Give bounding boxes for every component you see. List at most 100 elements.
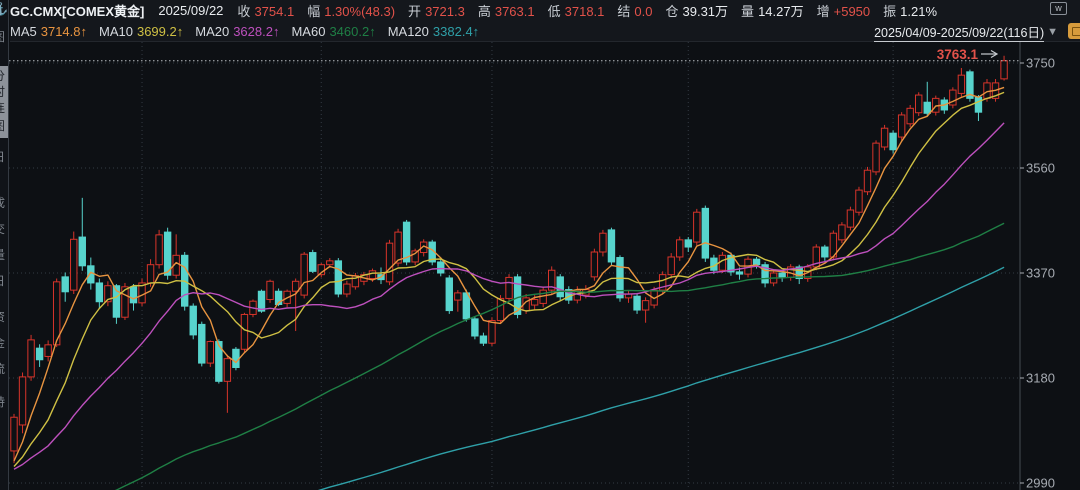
sidebar-tool-glyph[interactable]: 成 (0, 196, 8, 210)
candle (761, 261, 769, 288)
candle (906, 105, 914, 128)
candle (923, 81, 931, 117)
ma-name: MA60 (291, 23, 326, 39)
candle (505, 274, 513, 302)
svg-text:3763.1: 3763.1 (937, 47, 979, 62)
candle (70, 231, 78, 294)
field-value: 3718.1 (564, 4, 605, 19)
sidebar-tool-glyph[interactable]: 图 (0, 119, 8, 133)
candle (462, 289, 471, 322)
sidebar-tool-glyph[interactable]: ⚓ (0, 2, 8, 16)
candle (215, 339, 223, 384)
candle (855, 186, 863, 216)
y-axis-label: 2990 (1026, 476, 1055, 490)
field-label: 量 (741, 4, 755, 19)
candle (599, 229, 607, 257)
candle (658, 271, 667, 294)
candle (27, 334, 35, 381)
sidebar-tool-glyph[interactable]: 图 (0, 30, 8, 44)
field-value: 3754.1 (254, 4, 295, 19)
field-value: +5950 (833, 4, 871, 19)
candle (223, 354, 232, 413)
candle (266, 279, 274, 303)
candle (624, 290, 633, 303)
left-toolbar-strip[interactable]: ⚓↑图分时连图日成交量日资金流持 (0, 0, 9, 490)
candle (78, 197, 86, 271)
candle (343, 280, 351, 298)
ma-legend-bar: MA5 3714.8↑ MA10 3699.2↑ MA20 3628.2↑ MA60 3460… (10, 21, 1080, 42)
field-value: 3763.1 (494, 4, 535, 19)
sidebar-tool-glyph[interactable]: ↑ (0, 17, 8, 31)
ma-line-MA20 (13, 122, 1005, 470)
sidebar-tool-glyph[interactable]: 流 (0, 362, 8, 376)
field-label: 幅 (307, 4, 321, 19)
monitor-w-icon[interactable]: w (1050, 2, 1067, 15)
y-axis-label: 3180 (1026, 371, 1055, 386)
gold-badge-icon[interactable] (1068, 23, 1080, 39)
candle (693, 208, 701, 246)
sidebar-tool-glyph[interactable]: 资 (0, 310, 8, 324)
candle (172, 234, 180, 279)
sidebar-tool-glyph[interactable]: 日 (0, 150, 8, 164)
sidebar-tool-glyph[interactable]: 分 (0, 69, 8, 83)
candle (445, 275, 453, 314)
sidebar-tool-glyph[interactable]: 交 (0, 222, 8, 236)
candle (701, 205, 710, 262)
candlestick-chart[interactable]: 3750 3560 3370 3180 2990 3763.1 (0, 42, 1080, 490)
quote-field: 高 3763.1 (478, 1, 535, 20)
field-label: 振 (883, 4, 897, 19)
sidebar-tool-glyph[interactable]: 时 (0, 85, 8, 99)
candle (198, 321, 206, 367)
ma-value: 3714.8↑ (40, 23, 87, 39)
field-label: 增 (816, 4, 830, 19)
candle (607, 227, 616, 266)
candle (61, 272, 69, 302)
ma-legend-item: MA120 3382.4↑ (388, 24, 479, 39)
sidebar-tool-glyph[interactable]: 量 (0, 248, 8, 262)
candle (189, 303, 197, 340)
candle (240, 312, 249, 353)
quote-field: 增 +5950 (817, 1, 871, 20)
candle (949, 87, 957, 109)
candlestick-chart-area[interactable]: 3750 3560 3370 3180 2990 3763.1 (0, 42, 1080, 490)
quote-field: 幅 1.30%(48.3) (307, 1, 395, 20)
candle (206, 340, 215, 367)
candle (129, 284, 138, 311)
candle (437, 259, 445, 277)
ma-name: MA120 (387, 23, 429, 39)
date-range-selector[interactable]: 2025/04/09-2025/09/22(116日) (874, 22, 1045, 42)
candle (590, 248, 599, 281)
candle (880, 124, 889, 151)
candle (309, 249, 317, 273)
candle (95, 278, 104, 309)
candle (838, 222, 846, 244)
candles-layer (10, 55, 1008, 464)
ma-line-MA60 (114, 222, 1005, 490)
y-axis-label: 3560 (1026, 161, 1055, 176)
candle (138, 278, 146, 307)
sidebar-tool-glyph[interactable]: 连 (0, 101, 8, 115)
ma-legend-item: MA10 3699.2↑ (99, 24, 183, 39)
quote-date: 2025/09/22 (158, 3, 224, 18)
candle (300, 252, 308, 299)
candle (727, 252, 735, 276)
y-axis: 3750 3560 3370 3180 2990 (1019, 42, 1055, 490)
candle (641, 297, 650, 323)
candle (556, 274, 564, 301)
ma-lines-layer (13, 86, 1005, 490)
sidebar-tool-glyph[interactable]: 日 (0, 274, 8, 288)
sidebar-tool-glyph[interactable]: 金 (0, 336, 8, 350)
candle (676, 236, 684, 261)
field-value: 1.30%(48.3) (324, 4, 396, 19)
candle (846, 206, 855, 231)
candle (155, 229, 163, 269)
sidebar-tool-glyph[interactable]: 持 (0, 395, 8, 409)
toolbar-active-highlight (0, 66, 8, 138)
candle (18, 372, 27, 434)
candle (863, 166, 872, 196)
field-value: 1.21% (900, 4, 938, 19)
chevron-down-icon[interactable]: ▼ (1047, 25, 1058, 38)
y-axis-label: 3750 (1026, 56, 1055, 71)
ma-legend-item: MA20 3628.2↑ (195, 24, 279, 39)
